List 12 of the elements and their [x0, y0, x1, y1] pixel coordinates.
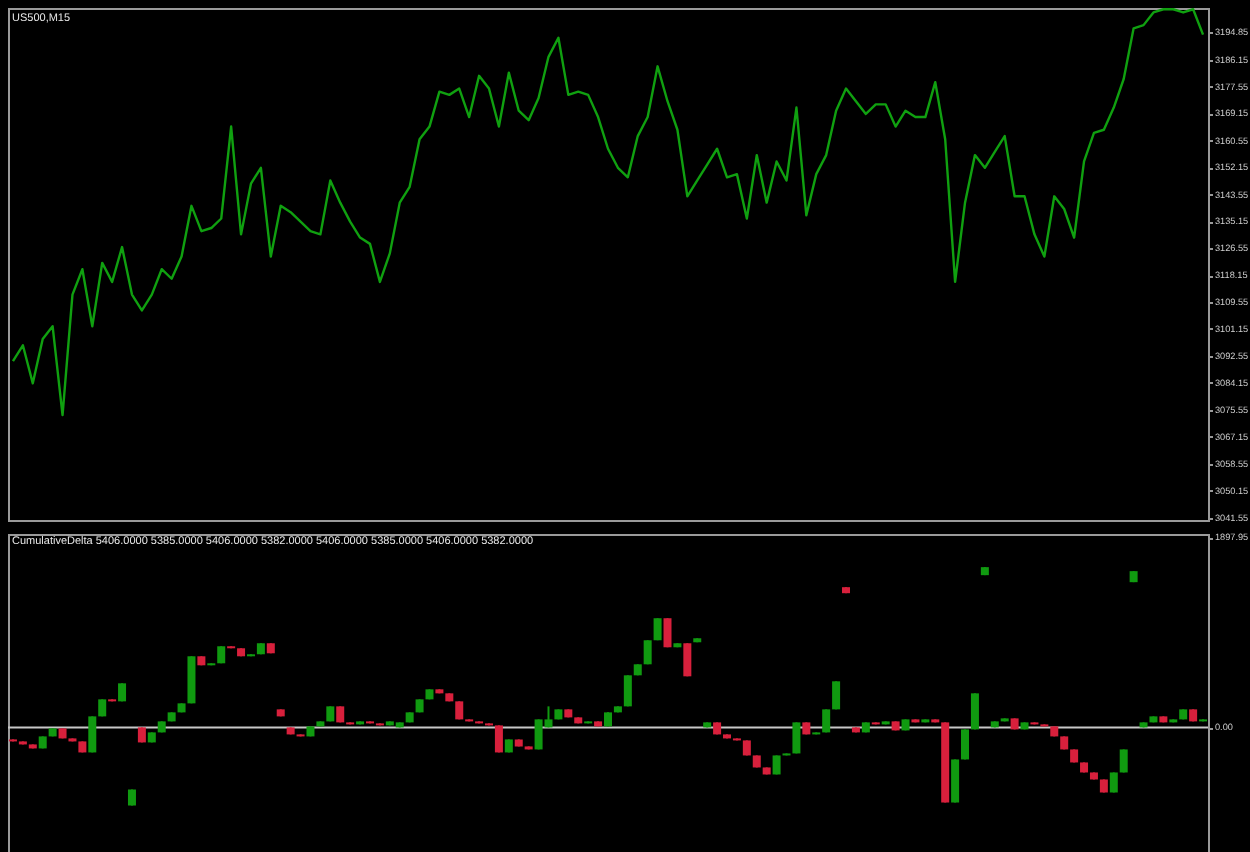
- candlestick: [970, 692, 979, 731]
- candlestick: [792, 721, 801, 755]
- candlestick: [663, 617, 672, 649]
- candlestick: [643, 639, 652, 666]
- candlestick: [623, 674, 632, 708]
- candlestick: [88, 715, 97, 754]
- candlestick: [187, 655, 196, 705]
- candlestick: [832, 680, 841, 711]
- candlestick: [951, 758, 960, 804]
- candlestick: [494, 724, 503, 754]
- candlestick: [683, 642, 692, 678]
- line-series: [11, 8, 1205, 417]
